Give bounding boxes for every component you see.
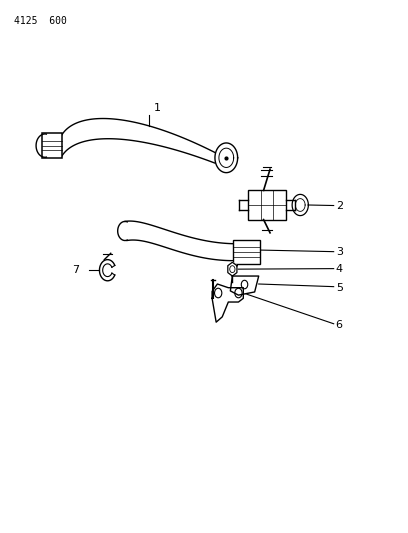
Polygon shape <box>228 262 237 276</box>
Text: 5: 5 <box>336 282 343 293</box>
Bar <box>42 133 62 158</box>
Text: 2: 2 <box>336 200 343 211</box>
Polygon shape <box>231 276 259 295</box>
Bar <box>233 240 260 264</box>
Text: 4: 4 <box>336 264 343 273</box>
Text: 3: 3 <box>336 247 343 257</box>
Text: 1: 1 <box>153 103 160 113</box>
Text: 7: 7 <box>72 265 80 275</box>
Text: 6: 6 <box>336 320 343 330</box>
Polygon shape <box>212 284 243 322</box>
Text: 4125  600: 4125 600 <box>13 16 67 26</box>
Bar <box>248 190 286 220</box>
